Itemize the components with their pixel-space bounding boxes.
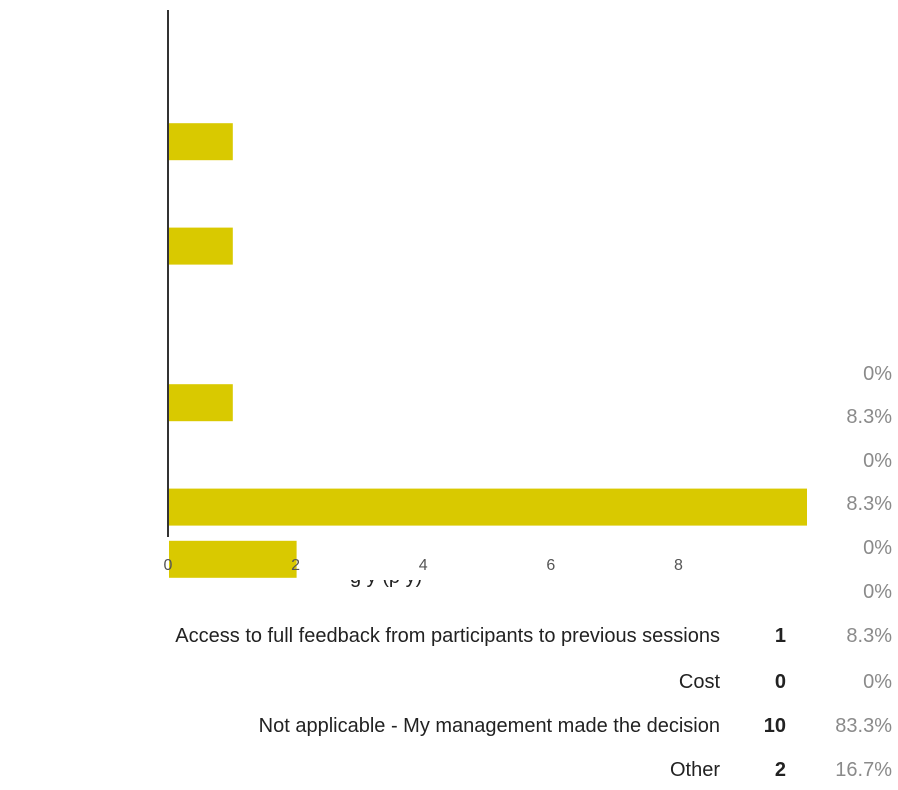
x-tick-label: 8 bbox=[674, 557, 683, 574]
bar-chart: 0 2 4 6 8 bbox=[164, 10, 807, 578]
x-tick-label: 0 bbox=[164, 557, 173, 574]
response-label: Access to full feedback from participant… bbox=[175, 625, 720, 647]
bar-1 bbox=[169, 123, 233, 161]
percent-label: 0% bbox=[863, 450, 892, 472]
response-row: Not applicable - My management made the … bbox=[0, 706, 898, 746]
bars-group bbox=[169, 123, 807, 578]
bar-6 bbox=[169, 384, 233, 422]
response-row: Cost 0 0% bbox=[0, 662, 898, 702]
response-percent: 0% bbox=[863, 671, 892, 693]
x-tick-label: 4 bbox=[419, 557, 428, 574]
response-count: 0 bbox=[774, 671, 786, 693]
response-count: 10 bbox=[763, 715, 786, 737]
response-label: Cost bbox=[678, 671, 720, 693]
response-percent: 16.7% bbox=[835, 759, 892, 781]
percent-label: 0% bbox=[863, 581, 892, 603]
x-tick-label: 2 bbox=[291, 557, 300, 574]
percent-label: 8.3% bbox=[846, 493, 892, 515]
response-label: Not applicable - My management made the … bbox=[258, 715, 720, 737]
response-count: 2 bbox=[774, 759, 786, 781]
response-label: Other bbox=[669, 759, 720, 781]
bar-8 bbox=[169, 488, 807, 526]
response-count: 1 bbox=[774, 625, 786, 647]
percent-label: 0% bbox=[863, 363, 892, 385]
cut-off-axis-label: g y (p y) bbox=[300, 580, 740, 606]
response-row: Access to full feedback from participant… bbox=[0, 616, 898, 656]
x-tick-labels: 0 2 4 6 8 bbox=[164, 557, 683, 574]
bar-9 bbox=[169, 540, 297, 578]
response-percent: 8.3% bbox=[846, 625, 892, 647]
x-tick-label: 6 bbox=[546, 557, 555, 574]
response-percent: 83.3% bbox=[835, 715, 892, 737]
percent-label: 8.3% bbox=[846, 406, 892, 428]
percent-label: 0% bbox=[863, 537, 892, 559]
cut-off-axis-label-text: g y (p y) bbox=[350, 580, 422, 589]
bar-3 bbox=[169, 227, 233, 265]
response-row: Other 2 16.7% bbox=[0, 750, 898, 790]
